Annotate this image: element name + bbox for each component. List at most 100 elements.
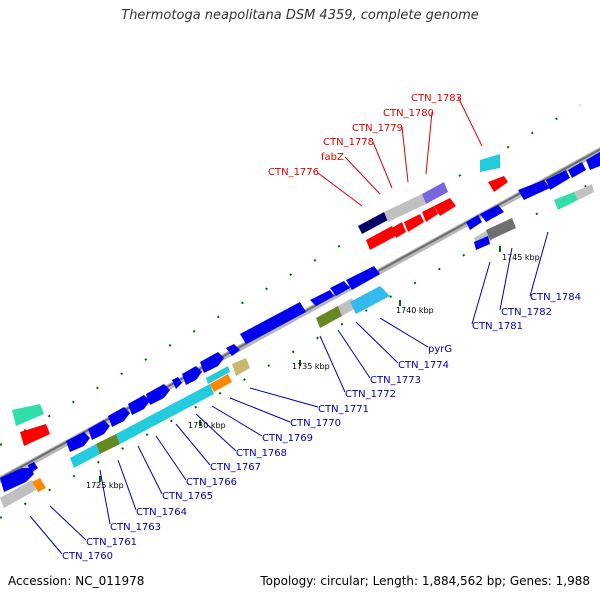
scale-label: 1725 kbp [86,481,124,490]
genome-summary: Topology: circular; Length: 1,884,562 bp… [260,574,590,588]
leader-line [195,413,237,452]
gene-arrow[interactable] [346,266,380,290]
gene-arrow[interactable] [0,480,36,508]
scale-label: 1740 kbp [396,306,434,315]
leader-line [229,397,291,423]
gene-arrow[interactable] [422,206,438,222]
leader-lines [29,96,549,555]
leader-line [529,231,549,297]
gene-arrow[interactable] [172,377,182,389]
gene-arrow[interactable] [480,205,504,222]
gene-arrow[interactable] [568,162,586,178]
gene-label[interactable]: CTN_1780 [383,108,434,119]
gene-arrow[interactable] [240,302,306,344]
leader-line [319,335,346,393]
gene-label[interactable]: CTN_1782 [501,307,552,318]
gene-arrow[interactable] [384,194,426,222]
gene-arrow[interactable] [574,184,594,200]
gene-arrow[interactable] [358,212,388,234]
gene-arrow[interactable] [316,306,342,328]
gene-arrow[interactable] [210,374,232,392]
leader-line [137,445,163,495]
gene-arrow[interactable] [70,444,100,468]
gene-arrow[interactable] [488,176,508,192]
gene-label[interactable]: CTN_1771 [318,404,369,415]
gene-label[interactable]: CTN_1765 [162,491,213,502]
gene-label[interactable]: CTN_1783 [411,93,462,104]
gene-arrow[interactable] [226,344,240,356]
gene-arrow[interactable] [146,384,170,405]
leader-line [175,423,211,466]
gene-label[interactable]: CTN_1760 [62,551,113,562]
scale-ticks [99,246,501,482]
leader-line [457,96,483,147]
gene-arrow[interactable] [66,432,90,452]
gene-label[interactable]: fabZ [321,152,344,163]
gene-arrow[interactable] [182,366,202,385]
gene-arrow[interactable] [206,366,230,384]
gene-arrow[interactable] [116,384,214,444]
gene-arrow[interactable] [392,222,406,238]
leader-line [317,172,363,207]
gene-arrow[interactable] [404,214,424,232]
leader-line [425,111,433,175]
gene-label[interactable]: CTN_1761 [86,537,137,548]
leader-line [211,405,263,437]
gene-arrow[interactable] [546,170,570,190]
gene-arrow[interactable] [422,182,448,204]
gene-arrow[interactable] [128,395,150,415]
gene-arrow[interactable] [32,478,46,492]
gene-arrow[interactable] [12,404,44,426]
reverse-strand-genes [0,176,594,508]
leader-line [401,126,409,183]
gene-arrow[interactable] [350,286,390,314]
gene-arrow[interactable] [366,226,396,250]
gene-arrow[interactable] [20,424,50,446]
leader-line [117,459,137,511]
gene-label[interactable]: CTN_1766 [186,477,237,488]
leader-line [379,317,429,348]
leader-line [471,261,491,325]
gene-label[interactable]: CTN_1776 [268,167,319,178]
gene-arrow[interactable] [554,192,578,210]
gene-label[interactable]: CTN_1784 [530,292,581,303]
gene-label[interactable]: CTN_1779 [352,123,403,134]
gene-arrow[interactable] [0,468,34,492]
gene-arrow[interactable] [434,198,456,216]
gene-arrow[interactable] [486,218,516,240]
gene-label[interactable]: CTN_1767 [210,462,261,473]
tick-row-outer [0,104,581,446]
gene-label[interactable]: CTN_1763 [110,522,161,533]
gene-label[interactable]: CTN_1772 [345,389,396,400]
gene-label[interactable]: CTN_1770 [290,418,341,429]
gene-label[interactable]: CTN_1774 [398,360,449,371]
gene-label[interactable]: CTN_1764 [136,507,187,518]
leader-line [499,247,513,311]
gene-label[interactable]: CTN_1769 [262,433,313,444]
scale-label: 1745 kbp [502,253,540,262]
gene-arrow[interactable] [200,352,224,373]
gene-label[interactable]: CTN_1768 [236,448,287,459]
gene-arrow[interactable] [310,290,334,306]
leader-line [249,387,319,408]
gene-arrow[interactable] [518,180,550,200]
gene-label[interactable]: CTN_1773 [370,375,421,386]
gene-arrow[interactable] [28,462,38,474]
gene-label[interactable]: pyrG [428,344,452,355]
gene-arrow[interactable] [466,215,482,230]
gene-arrow[interactable] [330,281,350,296]
gene-label[interactable]: CTN_1781 [472,321,523,332]
leader-line [372,141,393,189]
gene-arrow[interactable] [474,236,490,250]
scale-label: 1735 kbp [292,362,330,371]
gene-arrow[interactable] [232,358,250,376]
gene-arrow[interactable] [96,434,120,454]
scale-labels: 1725 kbp 1730 kbp 1735 kbp 1740 kbp 1745… [86,253,540,490]
gene-arrow[interactable] [480,154,500,172]
gene-arrow[interactable] [108,407,130,427]
gene-arrow[interactable] [586,152,600,170]
gene-arrow[interactable] [88,420,110,440]
leader-line [337,329,371,379]
gene-label[interactable]: CTN_1778 [323,137,374,148]
